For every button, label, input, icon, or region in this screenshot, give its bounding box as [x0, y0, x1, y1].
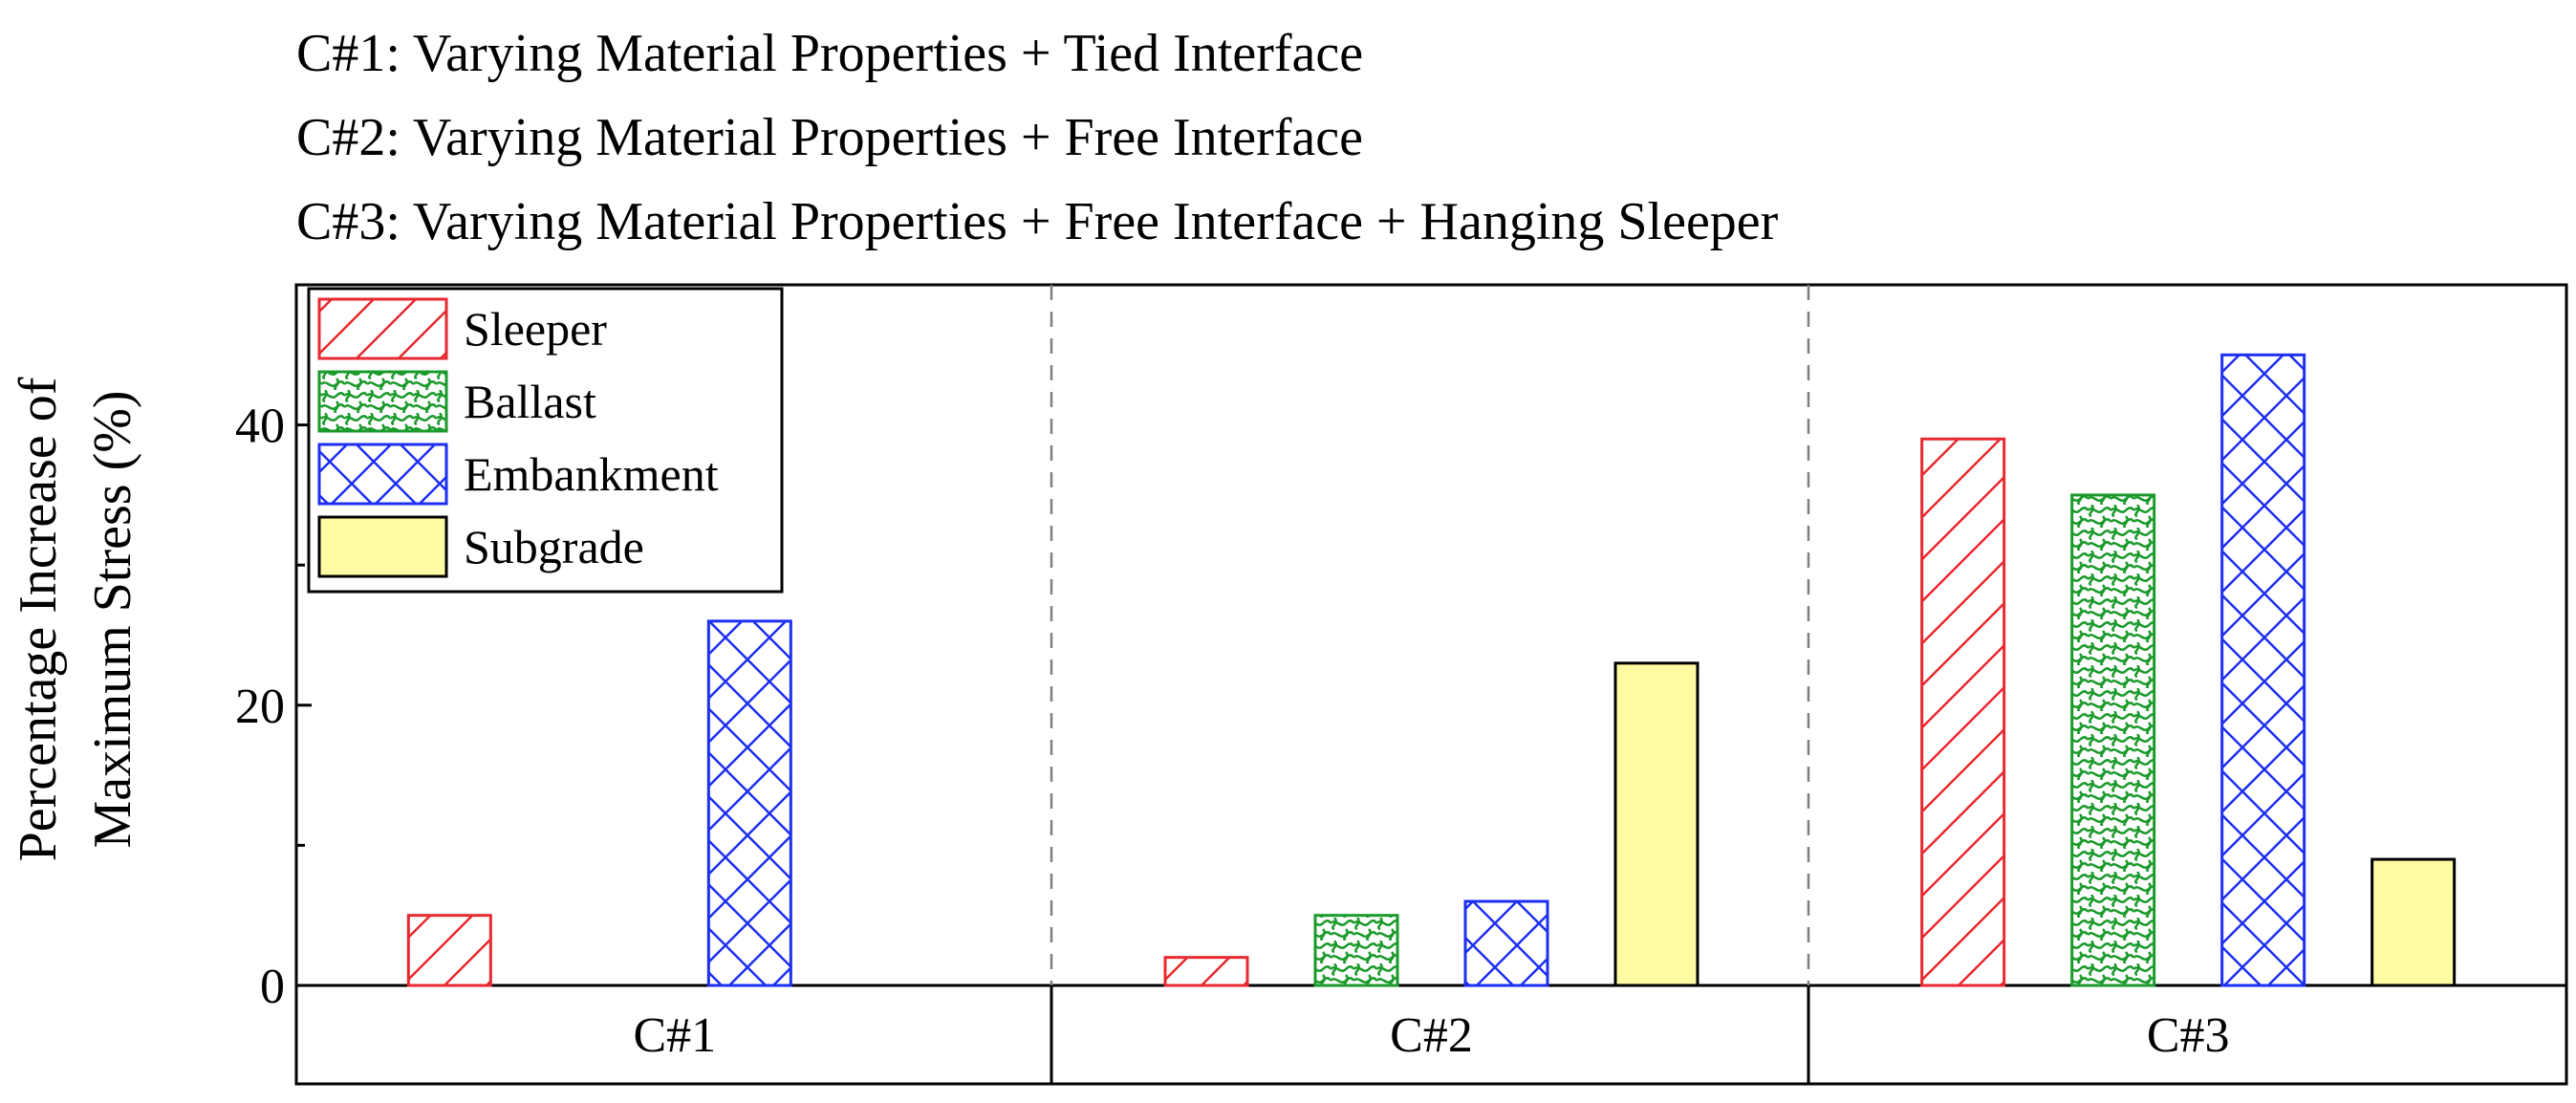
bar-sleeper-2: [1163, 956, 1249, 987]
legend-label-subgrade: Subgrade: [464, 520, 644, 573]
bar-ballast-3: [2070, 493, 2156, 987]
bars: [406, 353, 2457, 987]
bar-embankment-1: [706, 619, 792, 987]
legend: Sleeper Ballast Embankment Subgrade: [307, 287, 784, 594]
y-tick-label: 0: [260, 960, 285, 1014]
legend-swatch-sleeper: [317, 297, 448, 360]
bar-embankment-2: [1463, 899, 1549, 987]
bar-embankment-3: [2220, 353, 2306, 987]
category-label-1: C#1: [633, 1008, 716, 1063]
header-line-c2: C#2: Varying Material Properties + Free …: [296, 108, 1363, 167]
bar-subgrade-3: [2370, 857, 2457, 987]
plot-frame: [294, 283, 2568, 1086]
bar-ballast-2: [1313, 914, 1399, 987]
bar-sleeper-3: [1920, 437, 2006, 987]
y-axis-label-line-2: Maximum Stress (%): [83, 390, 142, 848]
bar-sleeper-1: [406, 914, 492, 987]
legend-swatch-subgrade: [317, 515, 448, 578]
header-line-c3: C#3: Varying Material Properties + Free …: [296, 192, 1779, 251]
y-axis-label: Percentage Increase of Maximum Stress (%…: [9, 377, 142, 861]
x-axis-categories: C#1 C#2 C#3: [633, 1008, 2229, 1063]
legend-label-sleeper: Sleeper: [464, 302, 607, 356]
header-line-c1: C#1: Varying Material Properties + Tied …: [296, 24, 1364, 83]
bar-subgrade-2: [1613, 661, 1699, 987]
legend-swatch-embankment: [317, 443, 448, 506]
chart-header: C#1: Varying Material Properties + Tied …: [296, 11, 1778, 264]
y-axis-label-line-1: Percentage Increase of: [9, 377, 68, 861]
y-tick-label: 40: [235, 400, 285, 454]
legend-label-ballast: Ballast: [464, 375, 596, 428]
y-axis: 0 20 40: [235, 283, 312, 1014]
y-tick-label: 20: [235, 680, 285, 734]
legend-label-embankment: Embankment: [464, 447, 719, 501]
category-label-3: C#3: [2147, 1008, 2230, 1063]
category-label-2: C#2: [1390, 1008, 1473, 1063]
legend-swatch-ballast: [317, 370, 448, 433]
